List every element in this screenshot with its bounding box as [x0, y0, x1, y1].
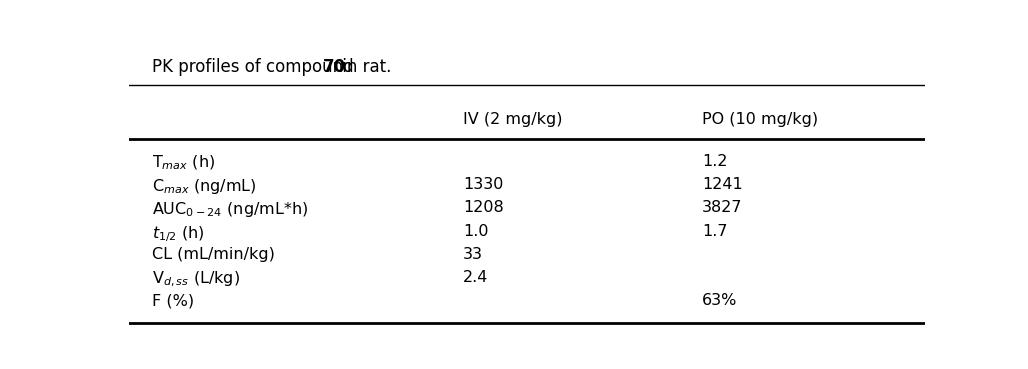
Text: C$_{max}$ (ng/mL): C$_{max}$ (ng/mL) [152, 177, 257, 196]
Text: CL (mL/min/kg): CL (mL/min/kg) [152, 247, 276, 262]
Text: 1241: 1241 [702, 177, 743, 192]
Text: $t_{1/2}$ (h): $t_{1/2}$ (h) [152, 224, 205, 244]
Text: 1.2: 1.2 [702, 154, 728, 169]
Text: V$_{d, ss}$ (L/kg): V$_{d, ss}$ (L/kg) [152, 270, 241, 289]
Text: 1208: 1208 [463, 200, 504, 215]
Text: 3827: 3827 [702, 200, 742, 215]
Text: IV (2 mg/kg): IV (2 mg/kg) [463, 113, 562, 127]
Text: in rat.: in rat. [337, 58, 392, 76]
Text: 33: 33 [463, 247, 483, 262]
Text: 1330: 1330 [463, 177, 504, 192]
Text: PK profiles of compound: PK profiles of compound [152, 58, 359, 76]
Text: 2.4: 2.4 [463, 270, 488, 285]
Text: 63%: 63% [702, 293, 737, 308]
Text: 1.7: 1.7 [702, 224, 728, 239]
Text: T$_{max}$ (h): T$_{max}$ (h) [152, 154, 216, 172]
Text: PO (10 mg/kg): PO (10 mg/kg) [702, 113, 818, 127]
Text: 70: 70 [323, 58, 346, 76]
Text: 1.0: 1.0 [463, 224, 488, 239]
Text: F (%): F (%) [152, 293, 194, 308]
Text: AUC$_{0-24}$ (ng/mL*h): AUC$_{0-24}$ (ng/mL*h) [152, 200, 308, 219]
